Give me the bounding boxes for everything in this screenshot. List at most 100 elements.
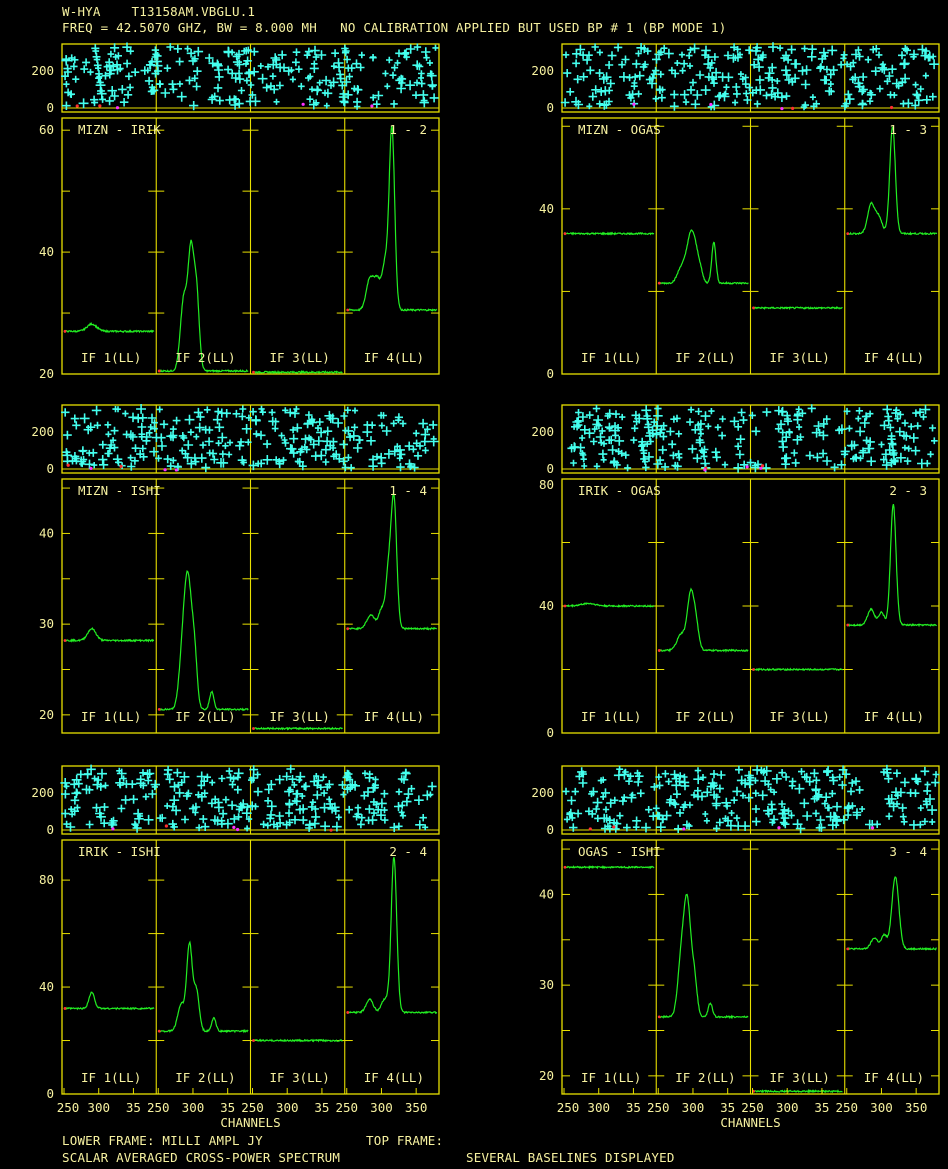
y-tick-label: 0 [546, 725, 554, 740]
antenna-index-label: 2 - 4 [389, 844, 427, 859]
flag-point [119, 464, 123, 468]
baseline-panel [60, 764, 440, 1095]
flag-point [235, 827, 240, 832]
flag-point [563, 604, 567, 608]
header-line-1: W-HYA T13158AM.VBGLU.1 [62, 4, 255, 19]
phase-tick-label: 0 [546, 461, 554, 476]
baseline-label: IRIK - OGAS [578, 483, 661, 498]
antenna-index-label: 1 - 3 [889, 122, 927, 137]
x-tick-label: 300 [776, 1100, 799, 1115]
y-tick-label: 0 [546, 366, 554, 381]
spectrum-line [752, 306, 843, 311]
baseline-panel [61, 42, 440, 375]
flag-point [563, 232, 567, 236]
flag-point [157, 708, 161, 711]
if-label: IF 3(LL) [270, 709, 330, 724]
if-label: IF 3(LL) [270, 1070, 330, 1085]
spectrum-line [252, 726, 343, 731]
x-tick-label: 300 [276, 1100, 299, 1115]
phase-tick-label: 0 [46, 822, 54, 837]
if-label: IF 1(LL) [81, 350, 141, 365]
flag-point [870, 826, 875, 830]
flag-point [612, 825, 616, 829]
phase-tick-label: 200 [31, 63, 54, 78]
phase-points [60, 764, 437, 833]
baseline-label: MIZN - OGAS [578, 122, 661, 137]
flag-point [752, 306, 755, 310]
spectrum-line [846, 876, 937, 952]
spectrum-line [563, 865, 655, 870]
if-label: IF 4(LL) [364, 350, 424, 365]
flag-point [252, 1039, 255, 1042]
flag-point [846, 232, 850, 236]
freq-text: FREQ = 42.5070 GHZ, BW = 8.000 MH [62, 20, 317, 35]
x-tick-label: 35 [720, 1100, 735, 1115]
flag-point [780, 106, 784, 111]
phase-tick-label: 0 [546, 100, 554, 115]
spectrum-line [752, 1088, 843, 1094]
x-tick-label: 250 [835, 1100, 858, 1115]
flag-point [301, 102, 305, 106]
baseline-label: IRIK - ISHI [78, 844, 161, 859]
spectrum-line [252, 369, 343, 375]
y-tick-label: 40 [39, 244, 54, 259]
y-tick-label: 80 [539, 477, 554, 492]
flag-point [657, 649, 661, 652]
spectrum-line [563, 231, 655, 236]
baseline-label: MIZN - IRIK [78, 122, 161, 137]
y-tick-label: 80 [39, 872, 54, 887]
footer-top-frame: TOP FRAME: [366, 1133, 444, 1148]
flag-point [346, 627, 350, 631]
source-name: W-HYA [62, 4, 101, 19]
if-label: IF 2(LL) [175, 1070, 235, 1085]
flag-point [157, 369, 161, 373]
spectrum-line [157, 940, 249, 1034]
flag-point [63, 639, 67, 642]
phase-points [61, 404, 439, 473]
spectrum-line [846, 503, 938, 628]
x-tick-label: 250 [147, 1100, 170, 1115]
antenna-index-label: 1 - 2 [389, 122, 427, 137]
spectrum-line [563, 602, 655, 608]
spectrum-line [157, 239, 249, 374]
x-tick-label: 300 [682, 1100, 705, 1115]
if-label: IF 3(LL) [770, 709, 830, 724]
flag-point [682, 827, 686, 831]
if-label: IF 3(LL) [770, 350, 830, 365]
x-tick-label: 350 [905, 1100, 928, 1115]
if-label: IF 2(LL) [175, 350, 235, 365]
antenna-index-label: 3 - 4 [889, 844, 927, 859]
if-label: IF 1(LL) [81, 1070, 141, 1085]
flag-point [563, 865, 567, 869]
flag-point [777, 826, 781, 830]
spectrum-line [252, 1038, 343, 1043]
y-tick-label: 40 [539, 201, 554, 216]
y-tick-label: 40 [39, 979, 54, 994]
x-tick-label: 35 [626, 1100, 641, 1115]
flag-point [709, 102, 713, 107]
spectrum-line [346, 857, 438, 1015]
y-tick-label: 30 [539, 977, 554, 992]
flag-point [115, 106, 120, 110]
footer-lower-frame: LOWER FRAME: MILLI AMPL JY [62, 1133, 263, 1148]
flag-point [252, 727, 255, 730]
baseline-panel [560, 42, 940, 375]
flag-point [329, 828, 333, 832]
if-label: IF 2(LL) [675, 350, 735, 365]
flag-point [63, 329, 67, 333]
if-label: IF 1(LL) [81, 709, 141, 724]
x-tick-label: 300 [182, 1100, 205, 1115]
flag-point [98, 104, 102, 108]
if-label: IF 4(LL) [864, 350, 924, 365]
phase-tick-label: 0 [546, 822, 554, 837]
flag-point [370, 104, 374, 108]
baseline-label: OGAS - ISHI [578, 844, 661, 859]
if-label: IF 4(LL) [364, 709, 424, 724]
x-tick-label: 250 [241, 1100, 264, 1115]
x-tick-label: 300 [587, 1100, 610, 1115]
baseline-panel [61, 404, 440, 734]
phase-tick-label: 0 [46, 461, 54, 476]
antenna-index-label: 2 - 3 [889, 483, 927, 498]
flag-point [657, 1015, 661, 1019]
if-label: IF 3(LL) [770, 1070, 830, 1085]
